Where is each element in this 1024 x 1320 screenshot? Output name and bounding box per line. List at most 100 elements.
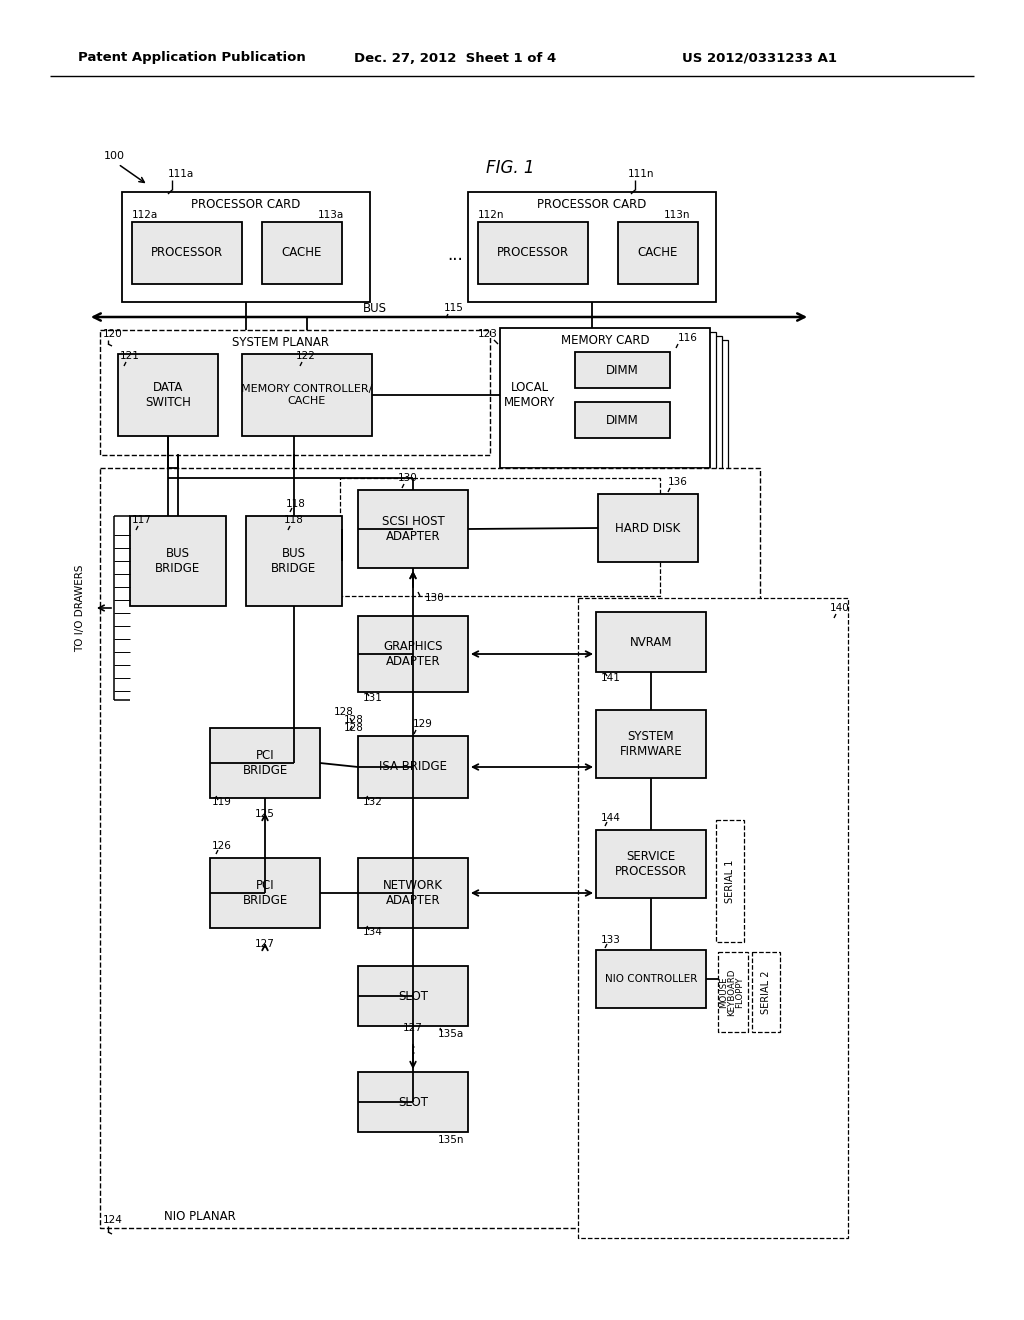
Bar <box>242 354 372 436</box>
Text: 136: 136 <box>668 477 688 487</box>
Text: 128: 128 <box>334 708 354 717</box>
Text: 132: 132 <box>362 797 383 807</box>
Text: 135n: 135n <box>438 1135 465 1144</box>
Text: 128: 128 <box>344 715 364 725</box>
Text: BUS: BUS <box>362 301 387 314</box>
Text: DATA
SWITCH: DATA SWITCH <box>145 381 190 409</box>
Text: BUS
BRIDGE: BUS BRIDGE <box>271 546 316 576</box>
Text: 118: 118 <box>286 499 306 510</box>
Text: SERIAL 2: SERIAL 2 <box>761 970 771 1014</box>
Text: CACHE: CACHE <box>282 247 323 260</box>
Bar <box>132 222 242 284</box>
Bar <box>210 858 319 928</box>
Text: 130: 130 <box>398 473 418 483</box>
Bar <box>358 616 468 692</box>
Text: SLOT: SLOT <box>398 990 428 1002</box>
Text: 131: 131 <box>362 693 383 704</box>
Text: 100: 100 <box>104 150 125 161</box>
Text: 141: 141 <box>601 673 621 682</box>
Text: 120: 120 <box>103 329 123 339</box>
Text: PROCESSOR CARD: PROCESSOR CARD <box>538 198 647 211</box>
Bar <box>596 710 706 777</box>
Text: PCI
BRIDGE: PCI BRIDGE <box>243 879 288 907</box>
Text: 129: 129 <box>413 719 433 729</box>
Text: ISA BRIDGE: ISA BRIDGE <box>379 760 447 774</box>
Text: LOCAL
MEMORY: LOCAL MEMORY <box>504 381 556 409</box>
Text: 118: 118 <box>284 515 304 525</box>
Text: 112n: 112n <box>478 210 505 220</box>
Text: 127: 127 <box>403 1023 423 1034</box>
Bar <box>210 729 319 799</box>
Text: SLOT: SLOT <box>398 1096 428 1109</box>
Text: 112a: 112a <box>132 210 159 220</box>
Text: SYSTEM PLANAR: SYSTEM PLANAR <box>231 335 329 348</box>
Text: SERVICE
PROCESSOR: SERVICE PROCESSOR <box>615 850 687 878</box>
Bar <box>596 612 706 672</box>
Bar <box>575 352 670 388</box>
Text: 121: 121 <box>120 351 140 360</box>
Text: 111n: 111n <box>628 169 654 180</box>
Text: PROCESSOR: PROCESSOR <box>151 247 223 260</box>
Bar <box>122 191 370 302</box>
Bar <box>468 191 716 302</box>
Bar <box>358 737 468 799</box>
Text: MEMORY CONTROLLER/
CACHE: MEMORY CONTROLLER/ CACHE <box>242 384 373 405</box>
Text: Patent Application Publication: Patent Application Publication <box>78 51 306 65</box>
Text: 144: 144 <box>601 813 621 822</box>
Bar <box>618 222 698 284</box>
Text: 113n: 113n <box>664 210 690 220</box>
Bar <box>578 598 848 1238</box>
Bar <box>596 830 706 898</box>
Text: 135a: 135a <box>438 1030 464 1039</box>
Bar <box>100 469 760 1228</box>
Text: 122: 122 <box>296 351 315 360</box>
Text: 126: 126 <box>212 841 231 851</box>
Bar <box>575 403 670 438</box>
Text: TO I/O DRAWERS: TO I/O DRAWERS <box>75 564 85 652</box>
Bar <box>716 820 744 942</box>
Text: KEYBOARD: KEYBOARD <box>727 969 736 1015</box>
Text: NIO CONTROLLER: NIO CONTROLLER <box>605 974 697 983</box>
Text: 115: 115 <box>444 304 464 313</box>
Text: 123: 123 <box>478 329 498 339</box>
Text: PCI
BRIDGE: PCI BRIDGE <box>243 748 288 777</box>
Bar <box>130 516 226 606</box>
Bar <box>506 333 716 473</box>
Text: SYSTEM
FIRMWARE: SYSTEM FIRMWARE <box>620 730 682 758</box>
Text: 111a: 111a <box>168 169 195 180</box>
Text: :: : <box>411 1043 416 1057</box>
Bar <box>358 490 468 568</box>
Bar <box>100 330 490 455</box>
Text: GRAPHICS
ADAPTER: GRAPHICS ADAPTER <box>383 640 442 668</box>
Text: HARD DISK: HARD DISK <box>615 521 681 535</box>
Bar <box>340 478 660 597</box>
Text: CACHE: CACHE <box>638 247 678 260</box>
Text: MEMORY CARD: MEMORY CARD <box>561 334 649 346</box>
Text: 133: 133 <box>601 935 621 945</box>
Text: FLOPPY: FLOPPY <box>735 977 744 1007</box>
Text: DIMM: DIMM <box>605 363 638 376</box>
Text: 128: 128 <box>344 723 364 733</box>
Bar <box>478 222 588 284</box>
Text: NVRAM: NVRAM <box>630 635 672 648</box>
Text: 113a: 113a <box>318 210 344 220</box>
Bar <box>246 516 342 606</box>
Text: 116: 116 <box>678 333 698 343</box>
Bar <box>598 494 698 562</box>
Text: 125: 125 <box>255 809 274 818</box>
Bar <box>118 354 218 436</box>
Text: BUS
BRIDGE: BUS BRIDGE <box>156 546 201 576</box>
Text: US 2012/0331233 A1: US 2012/0331233 A1 <box>683 51 838 65</box>
Bar <box>718 952 748 1032</box>
Text: NIO PLANAR: NIO PLANAR <box>164 1209 236 1222</box>
Text: PROCESSOR CARD: PROCESSOR CARD <box>191 198 301 211</box>
Text: DIMM: DIMM <box>605 413 638 426</box>
Bar <box>262 222 342 284</box>
Bar <box>358 1072 468 1133</box>
Text: FIG. 1: FIG. 1 <box>485 158 535 177</box>
Text: 134: 134 <box>362 927 383 937</box>
Text: Dec. 27, 2012  Sheet 1 of 4: Dec. 27, 2012 Sheet 1 of 4 <box>354 51 556 65</box>
Text: MOUSE: MOUSE <box>720 977 728 1007</box>
Text: NETWORK
ADAPTER: NETWORK ADAPTER <box>383 879 443 907</box>
Text: 130: 130 <box>425 593 444 603</box>
